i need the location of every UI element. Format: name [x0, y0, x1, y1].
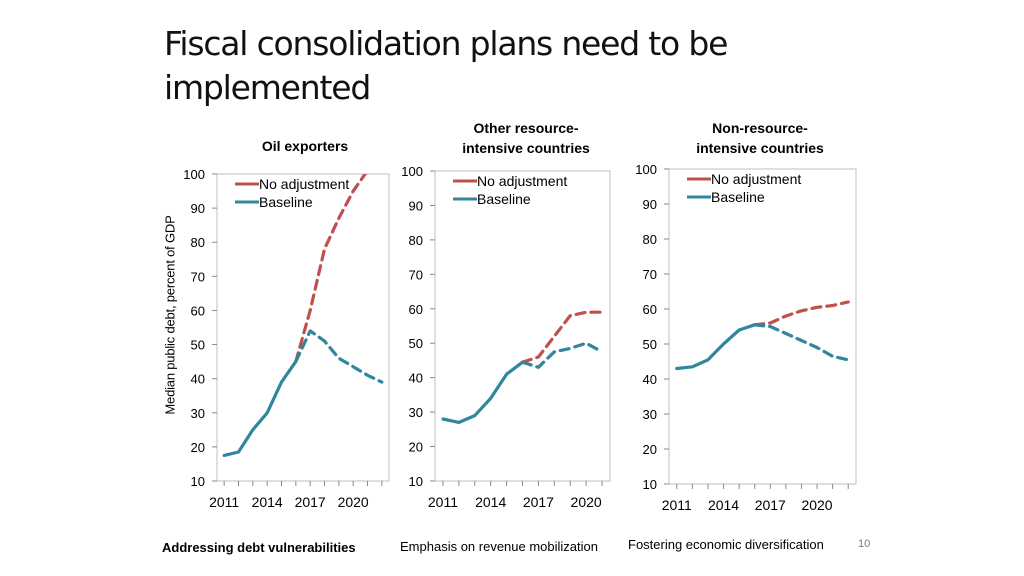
- x-tick-label: 2011: [428, 494, 458, 510]
- chart-panel-3: 100 90 80 70 60 50 40 30 20 10 2011 2014 2017 2020 No …: [635, 162, 857, 513]
- panel-2-title-line-2: intensive countries: [462, 140, 590, 156]
- y-tick-label: 100: [183, 167, 205, 182]
- y-tick-label: 10: [191, 474, 205, 489]
- x-tick-label: 2014: [708, 497, 739, 513]
- y-tick-label: 30: [191, 406, 205, 421]
- y-tick-label: 100: [401, 164, 423, 179]
- panel-title-other-resource: Other resource- intensive countries: [440, 118, 612, 158]
- panel-title-oil-exporters: Oil exporters: [230, 136, 380, 156]
- y-tick-label: 60: [409, 302, 423, 317]
- y-tick-label: 60: [191, 303, 205, 318]
- footer-revenue-mobilization[interactable]: Emphasis on revenue mobilization: [400, 539, 598, 554]
- y-tick-label: 80: [409, 233, 423, 248]
- plot-frame: [668, 168, 857, 485]
- y-tick-label: 60: [643, 302, 657, 317]
- legend-label: No adjustment: [711, 171, 801, 187]
- chart-panel-2: 100 90 80 70 60 50 40 30 20 10 2011 2014 2017 2020 No …: [401, 164, 611, 510]
- y-tick-label: 40: [409, 371, 423, 386]
- panel-1-title-line-1: Oil exporters: [261, 138, 349, 154]
- legend-label: No adjustment: [477, 173, 567, 189]
- y-tick-label: 10: [409, 474, 423, 489]
- baseline-actual-line: [441, 360, 525, 424]
- y-tick-label: 80: [643, 232, 657, 247]
- page-number: 10: [858, 538, 871, 550]
- x-tick-label: 2020: [571, 494, 602, 510]
- y-tick-label: 50: [409, 336, 423, 351]
- y-tick-label: 20: [643, 442, 657, 457]
- y-tick-label: 30: [409, 405, 423, 420]
- legend-label: No adjustment: [259, 176, 349, 192]
- y-tick-label: 50: [191, 338, 205, 353]
- y-tick-label: 50: [643, 337, 657, 352]
- no-adjustment-line: [753, 300, 850, 327]
- y-tick-label: 90: [191, 201, 205, 216]
- y-tick-label: 70: [191, 269, 205, 284]
- no-adjustment-line: [520, 310, 604, 364]
- panel-3-title-line-1: Non-resource-: [712, 120, 808, 136]
- x-tick-label: 2014: [252, 494, 283, 510]
- footer-economic-diversification[interactable]: Fostering economic diversification: [628, 537, 824, 552]
- baseline-actual-line: [675, 323, 757, 371]
- slide-title-line-1: Fiscal consolidation plans need to be: [164, 24, 728, 63]
- plot-frame: [216, 173, 390, 482]
- x-tick-label: 2020: [338, 494, 369, 510]
- x-tick-label: 2017: [523, 494, 554, 510]
- y-tick-label: 10: [643, 477, 657, 492]
- slide-title-line-2: implemented: [164, 68, 371, 107]
- x-tick-label: 2011: [209, 494, 239, 510]
- y-tick-label: 100: [635, 162, 657, 177]
- y-tick-label: 70: [409, 267, 423, 282]
- panel-2-title-line-1: Other resource-: [473, 120, 579, 136]
- footer-addressing-debt[interactable]: Addressing debt vulnerabilities: [162, 540, 356, 555]
- y-tick-label: 30: [643, 407, 657, 422]
- y-tick-label: 20: [191, 440, 205, 455]
- baseline-line: [520, 341, 604, 369]
- plot-frame: [434, 170, 611, 482]
- y-tick-label: 90: [409, 198, 423, 213]
- x-tick-label: 2017: [295, 494, 326, 510]
- x-tick-label: 2011: [662, 497, 692, 513]
- y-tick-label: 20: [409, 440, 423, 455]
- y-tick-label: 40: [643, 372, 657, 387]
- baseline-actual-line: [222, 360, 298, 457]
- legend-label: Baseline: [477, 191, 531, 207]
- x-tick-label: 2017: [755, 497, 786, 513]
- y-tick-label: 80: [191, 235, 205, 250]
- panel-title-non-resource: Non-resource- intensive countries: [674, 118, 846, 158]
- chart-panel-1: 100 90 80 70 60 50 40 30 20 10 2011 2014 2017 2020 No …: [183, 167, 390, 510]
- baseline-line: [753, 323, 850, 362]
- legend-label: Baseline: [259, 194, 313, 210]
- y-tick-label: 90: [643, 197, 657, 212]
- y-tick-label: 70: [643, 267, 657, 282]
- legend-label: Baseline: [711, 189, 765, 205]
- x-tick-label: 2014: [475, 494, 506, 510]
- panel-3-title-line-2: intensive countries: [696, 140, 824, 156]
- y-tick-label: 40: [191, 372, 205, 387]
- no-adjustment-line: [294, 174, 368, 364]
- slide-title: Fiscal consolidation plans need to be im…: [164, 22, 804, 110]
- baseline-line: [294, 329, 384, 384]
- x-tick-label: 2020: [801, 497, 832, 513]
